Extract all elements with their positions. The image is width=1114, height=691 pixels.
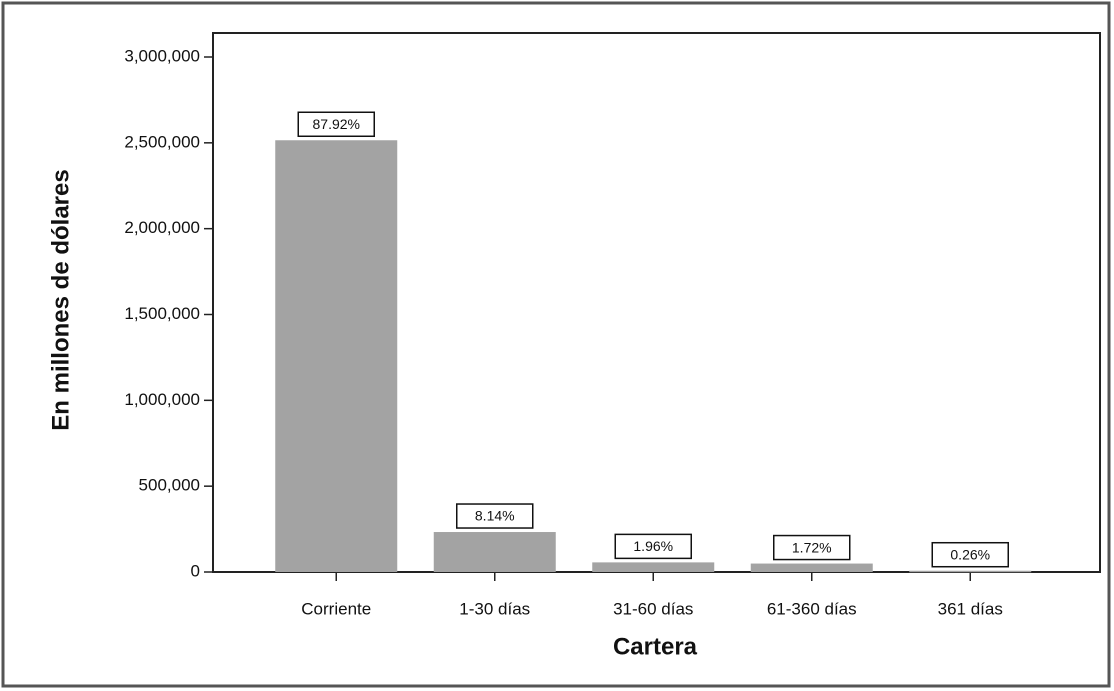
y-tick-label: 500,000 xyxy=(139,476,200,495)
data-label-box xyxy=(456,503,534,529)
y-tick-label: 2,500,000 xyxy=(124,132,200,151)
y-tick-label: 3,000,000 xyxy=(124,46,200,65)
y-tick-label: 1,000,000 xyxy=(124,390,200,409)
data-label: 8.14% xyxy=(475,508,515,524)
data-label: 0.26% xyxy=(950,546,990,562)
x-tick-label: 361 días xyxy=(938,599,1003,618)
data-label-box xyxy=(297,111,375,138)
y-axis-title: En millones de dólares xyxy=(47,169,74,430)
bar xyxy=(433,532,556,572)
data-label: 1.72% xyxy=(792,539,832,555)
bar xyxy=(909,570,1032,573)
x-tick-label: 1-30 días xyxy=(459,599,530,618)
data-label-box xyxy=(773,534,851,561)
data-label: 87.92% xyxy=(313,116,360,132)
bar xyxy=(750,563,873,572)
y-tick-label: 0 xyxy=(191,561,200,580)
data-label-box xyxy=(614,533,692,560)
x-axis-title: Cartera xyxy=(613,633,698,660)
y-tick-label: 1,500,000 xyxy=(124,304,200,323)
data-label: 1.96% xyxy=(633,538,673,554)
x-tick-label: 61-360 días xyxy=(767,599,857,618)
data-label-box xyxy=(931,541,1009,568)
bar xyxy=(275,140,398,572)
bar xyxy=(592,562,715,572)
x-tick-label: Corriente xyxy=(301,599,371,618)
x-tick-label: 31-60 días xyxy=(613,599,693,618)
y-tick-label: 2,000,000 xyxy=(124,218,200,237)
